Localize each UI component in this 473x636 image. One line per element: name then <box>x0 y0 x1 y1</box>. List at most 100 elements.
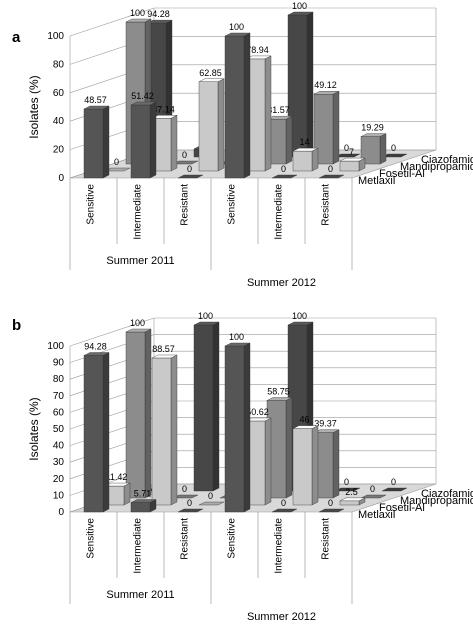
bar-fosetil-al: 88.57 <box>151 344 178 506</box>
data-label: 100 <box>229 332 244 342</box>
bar-front <box>193 324 214 492</box>
data-label: 0 <box>281 164 286 174</box>
bar-top <box>83 352 110 356</box>
bar-metlaxil: 51.42 <box>130 91 157 179</box>
data-label: 100 <box>292 1 307 11</box>
bar-front <box>339 500 360 506</box>
series-label: Fosetil-Al <box>379 502 425 514</box>
bar-top <box>151 354 178 359</box>
bar-side <box>332 429 340 499</box>
data-label: 78.94 <box>246 45 269 55</box>
bar-metlaxil: 100 <box>224 332 251 513</box>
series-label: Metlaxil <box>358 175 395 187</box>
x-tick-label: Sensitive <box>86 518 97 559</box>
bar-metlaxil: 5.71 <box>130 489 157 513</box>
bar-side <box>311 425 319 506</box>
x-tick-label: Resistant <box>321 184 332 226</box>
bar-fosetil-al: 62.85 <box>198 68 225 172</box>
group-label: Summer 2011 <box>106 589 174 601</box>
bar-front <box>224 35 245 179</box>
bar-side <box>264 55 272 172</box>
series-label: Mandipropamid <box>400 495 473 507</box>
data-label: 100 <box>229 22 244 32</box>
data-label: 0 <box>187 498 192 508</box>
bar-zero <box>177 174 204 179</box>
x-tick-label: Intermediate <box>274 184 285 240</box>
bar-ciazofamid: 0 <box>381 477 408 492</box>
bar-front <box>125 331 146 499</box>
y-tick-label: 30 <box>53 457 65 468</box>
series-label: Ciazofamid <box>421 488 473 500</box>
bar-zero <box>360 494 387 499</box>
group-label: Summer 2012 <box>247 277 316 289</box>
data-label: 0 <box>182 150 187 160</box>
bar-front <box>339 160 360 172</box>
bar-top <box>130 101 157 106</box>
gridline <box>69 367 436 397</box>
bar-side <box>149 101 157 179</box>
gridline <box>69 350 436 380</box>
y-tick-label: 40 <box>53 441 65 452</box>
bar-metlaxil: 100 <box>224 22 251 179</box>
data-label: 0 <box>208 491 213 501</box>
panel-label: a <box>12 29 21 46</box>
bar-side <box>243 342 251 513</box>
bar-metlaxil: 0 <box>318 164 345 179</box>
y-tick-label: 0 <box>58 173 64 184</box>
series-label: Mandipropamid <box>400 161 473 173</box>
y-tick-label: 100 <box>47 341 64 352</box>
bar-top <box>313 91 340 95</box>
bar-top <box>198 78 225 82</box>
bar-top <box>266 397 293 401</box>
data-label: 19.29 <box>361 123 384 133</box>
bar-mandipropamid: 39.37 <box>313 419 340 499</box>
bar-top <box>360 133 387 137</box>
group-label: Summer 2012 <box>247 611 316 623</box>
data-label: 49.12 <box>314 80 337 90</box>
data-label: 100 <box>130 8 145 18</box>
bar-side <box>311 147 319 172</box>
bar-fosetil-al: 37.14 <box>151 104 178 172</box>
bar-ciazofamid: 100 <box>287 1 314 158</box>
data-label: 14 <box>299 137 309 147</box>
bar-front <box>224 345 245 513</box>
data-label: 2.5 <box>345 487 358 497</box>
data-label: 0 <box>344 143 349 153</box>
bar-top <box>125 18 152 23</box>
panel-label: b <box>12 317 21 334</box>
bar-side <box>144 328 152 499</box>
data-label: 0 <box>281 498 286 508</box>
y-tick-label: 40 <box>53 116 65 127</box>
bar-mandipropamid: 100 <box>125 318 152 499</box>
bar-fosetil-al: 11.42 <box>104 472 131 506</box>
bar-metlaxil: 0 <box>177 498 204 513</box>
data-label: 94.28 <box>147 9 170 19</box>
bar-side <box>170 354 178 506</box>
bar-side <box>285 397 293 499</box>
bar-zero <box>318 508 345 513</box>
bar-top <box>339 157 366 162</box>
data-label: 0 <box>391 477 396 487</box>
bar-mandipropamid: 49.12 <box>313 80 340 165</box>
bar-side <box>285 115 293 165</box>
x-tick-label: Resistant <box>180 518 191 560</box>
chart-panel-b: 0 10 20 30 40 50 60 70 80 90 100 Isolates (%) b 0 100 0… <box>12 311 473 623</box>
data-label: 51.42 <box>131 91 154 101</box>
bar-top <box>193 321 220 326</box>
bar-front <box>83 355 104 513</box>
bar-top <box>287 11 314 16</box>
data-label: 62.85 <box>199 68 222 78</box>
data-label: 100 <box>292 311 307 321</box>
bar-metlaxil: 0 <box>177 164 204 179</box>
y-tick-label: 10 <box>53 490 65 501</box>
bar-top <box>130 499 157 503</box>
data-label: 31.57 <box>267 105 290 115</box>
y-axis-label: Isolates (%) <box>27 397 41 460</box>
data-label: 11.42 <box>106 472 128 482</box>
bar-top <box>125 328 152 333</box>
data-label: 0 <box>328 164 333 174</box>
bar-metlaxil: 94.28 <box>83 341 110 513</box>
gridline <box>69 317 436 347</box>
bar-top <box>339 497 366 502</box>
